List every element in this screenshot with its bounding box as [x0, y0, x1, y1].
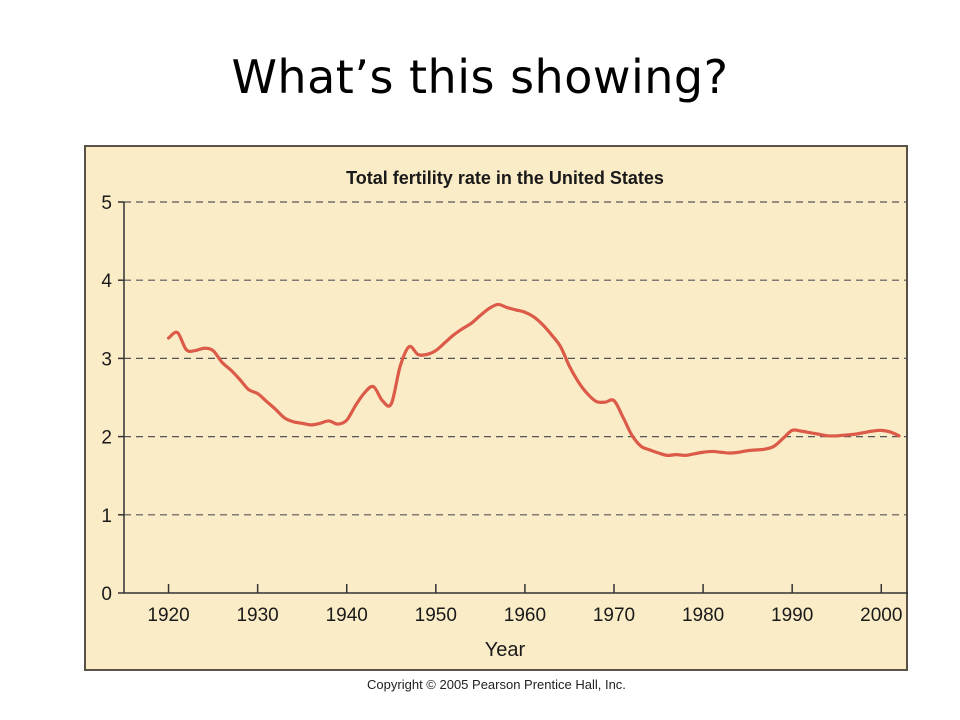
tick-labels: 0 1 2 3 4 5 1920 1930 1940 1950 1960 1970 1980 1990 20… [101, 193, 902, 626]
y-tick-label-4: 4 [101, 271, 112, 292]
x-tick-label-1940: 1940 [326, 605, 368, 626]
x-tick-label-1920: 1920 [147, 605, 189, 626]
x-tick-label-1960: 1960 [504, 605, 546, 626]
fertility-rate-chart: Total fertility rate in the United State… [101, 168, 908, 661]
y-tick-label-0: 0 [101, 584, 112, 605]
x-axis-label: Year [485, 639, 526, 661]
series [166, 302, 901, 458]
y-tick-label-3: 3 [101, 349, 112, 370]
series-line-0 [166, 302, 901, 458]
chart-title: Total fertility rate in the United State… [346, 168, 664, 188]
x-tick-label-2000: 2000 [860, 605, 902, 626]
x-tick-label-1950: 1950 [415, 605, 457, 626]
x-tick-label-1970: 1970 [593, 605, 635, 626]
chart-panel: Total fertility rate in the United State… [84, 145, 908, 671]
x-tick-label-1990: 1990 [771, 605, 813, 626]
grid-lines [124, 201, 908, 516]
y-tick-label-1: 1 [101, 506, 112, 527]
y-tick-label-2: 2 [101, 428, 112, 449]
x-tick-label-1980: 1980 [682, 605, 724, 626]
slide-title: What’s this showing? [231, 50, 729, 104]
x-tick-label-1930: 1930 [236, 605, 278, 626]
copyright-notice: Copyright © 2005 Pearson Prentice Hall, … [367, 677, 626, 692]
axes [118, 201, 908, 594]
y-tick-label-5: 5 [101, 193, 112, 214]
